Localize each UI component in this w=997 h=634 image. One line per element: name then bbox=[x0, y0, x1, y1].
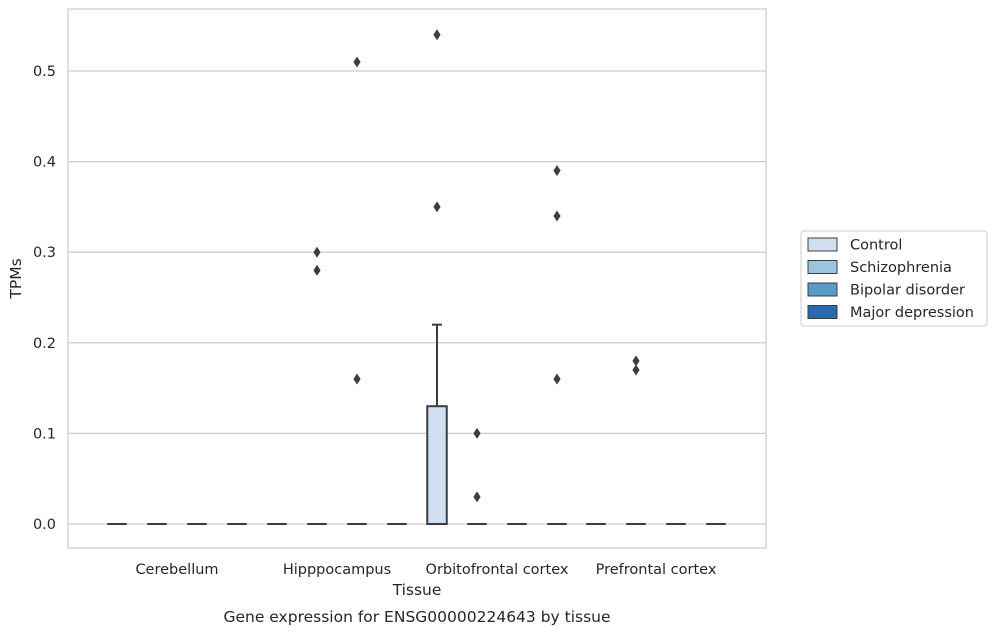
outlier-point bbox=[632, 355, 640, 367]
outlier-point bbox=[473, 491, 481, 503]
y-tick-label: 0.0 bbox=[33, 517, 56, 533]
legend-swatch bbox=[807, 237, 838, 252]
outlier-point bbox=[553, 165, 561, 177]
outlier-point bbox=[632, 364, 640, 376]
legend-item: Control bbox=[807, 237, 902, 254]
box-plot bbox=[426, 323, 448, 525]
legend-label: Bipolar disorder bbox=[850, 283, 965, 299]
outlier-point bbox=[353, 56, 361, 68]
x-tick-label: Cerebellum bbox=[135, 562, 218, 578]
legend-swatch bbox=[807, 282, 838, 297]
outlier-point bbox=[433, 201, 441, 213]
grid-lines bbox=[68, 70, 766, 525]
outlier-point bbox=[313, 264, 321, 276]
legend: Control Schizophrenia Bipolar disorder Majo… bbox=[800, 230, 988, 327]
x-tick-label: Hipppocampus bbox=[283, 562, 391, 578]
y-tick-label: 0.1 bbox=[33, 426, 56, 442]
outlier-point bbox=[353, 373, 361, 385]
legend-item: Bipolar disorder bbox=[807, 282, 965, 299]
legend-item: Major depression bbox=[807, 305, 974, 321]
legend-item: Schizophrenia bbox=[807, 260, 952, 276]
y-axis-title: TPMs bbox=[7, 258, 25, 299]
x-tick-labels: Cerebellum Hipppocampus Orbitofrontal cort… bbox=[135, 562, 716, 578]
outlier-point bbox=[553, 373, 561, 385]
y-tick-label: 0.3 bbox=[33, 245, 56, 261]
y-tick-labels: 0.0 0.1 0.2 0.3 0.4 0.5 bbox=[33, 64, 56, 533]
legend-swatch bbox=[807, 260, 838, 274]
outlier-points bbox=[313, 29, 640, 503]
y-tick-label: 0.2 bbox=[33, 336, 56, 352]
legend-label: Major depression bbox=[850, 305, 974, 321]
box-plots bbox=[107, 323, 726, 525]
outlier-point bbox=[313, 246, 321, 258]
legend-frame bbox=[800, 230, 988, 327]
plot-frame bbox=[67, 8, 767, 549]
chart-caption: Gene expression for ENSG00000224643 by t… bbox=[223, 608, 610, 626]
outlier-point bbox=[473, 427, 481, 439]
x-tick-label: Orbitofrontal cortex bbox=[426, 562, 569, 578]
outlier-point bbox=[553, 210, 561, 222]
x-tick-label: Prefrontal cortex bbox=[596, 562, 717, 578]
outlier-point bbox=[433, 29, 441, 41]
legend-swatch bbox=[807, 305, 838, 319]
y-tick-label: 0.4 bbox=[33, 155, 56, 171]
legend-label: Control bbox=[850, 238, 902, 254]
y-tick-label: 0.5 bbox=[33, 64, 56, 80]
legend-label: Schizophrenia bbox=[850, 260, 952, 276]
box-body bbox=[426, 405, 448, 525]
x-axis-title: Tissue bbox=[392, 581, 442, 599]
